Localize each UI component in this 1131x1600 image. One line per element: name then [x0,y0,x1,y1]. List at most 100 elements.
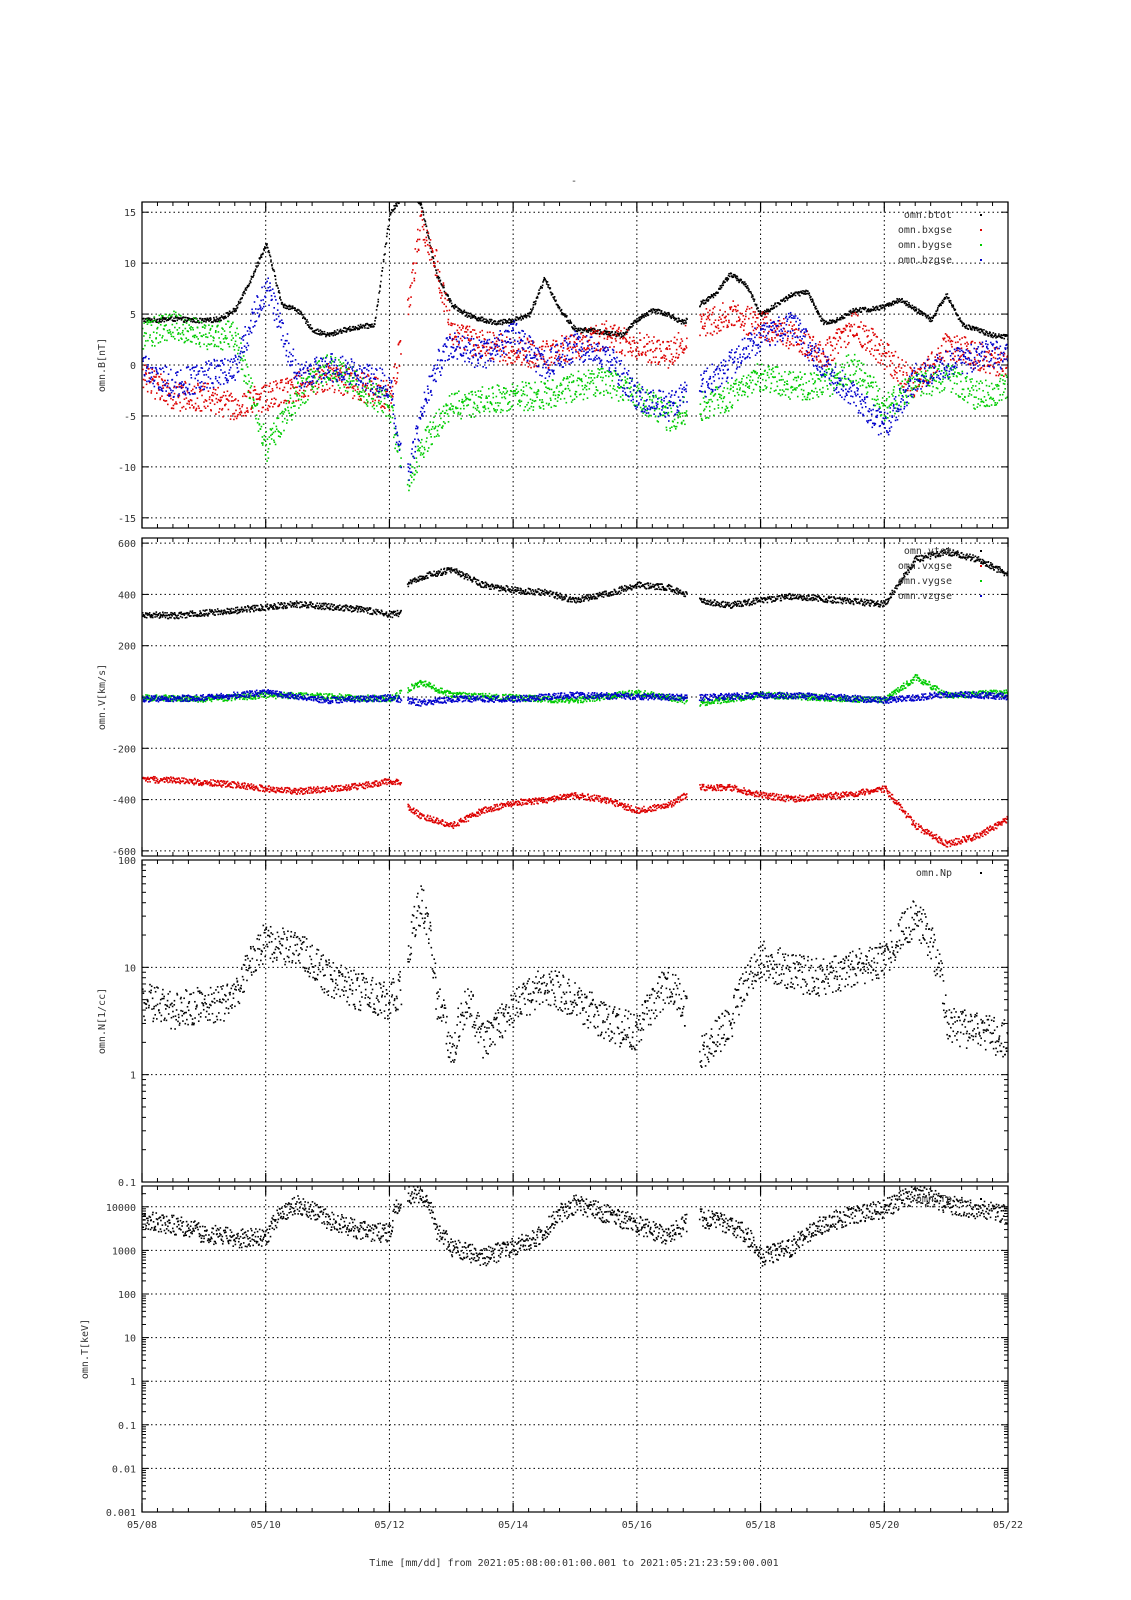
point [745,382,748,384]
point [265,384,268,387]
point [273,441,276,444]
point [959,319,962,322]
point [609,334,612,337]
point [633,342,636,344]
point [202,382,205,385]
point [991,354,993,357]
point [703,327,705,330]
point [366,400,369,403]
point [528,350,531,353]
point [296,310,298,313]
point [285,422,288,424]
point [268,251,271,254]
point [889,304,891,306]
point [984,332,987,335]
point [564,387,567,390]
point [418,202,421,205]
point [591,345,593,348]
point [414,196,416,198]
point [269,443,271,445]
point [673,425,675,427]
point [560,391,563,394]
point [938,305,941,307]
point [860,310,863,313]
point [900,367,903,369]
point [818,341,821,343]
point [415,457,418,459]
point [584,349,587,351]
point [714,294,717,297]
point [476,317,479,320]
point [531,343,534,346]
point [302,377,305,380]
point [867,310,870,313]
point [188,319,191,321]
point [818,315,821,318]
point [796,335,798,337]
point [323,330,326,333]
point [286,305,288,308]
point [814,305,817,308]
point [735,378,738,381]
point [346,368,348,371]
point [169,331,172,333]
point [765,386,768,388]
point [270,260,272,263]
point [964,327,967,329]
point [822,351,825,354]
point [700,315,703,318]
point [748,317,750,320]
point [825,359,828,361]
point [300,384,303,386]
point [897,365,900,368]
point [891,303,893,306]
point [448,309,451,312]
point [525,384,528,387]
point [357,388,359,391]
point [173,392,176,395]
point [428,237,430,240]
point [719,309,721,311]
point [897,380,899,382]
point [438,408,440,411]
point [203,401,205,403]
point [668,313,670,315]
point [644,414,647,416]
point [426,243,429,246]
point [313,330,316,332]
point [244,414,247,417]
point [595,388,598,391]
point [191,327,194,329]
point [606,338,609,340]
point [927,355,930,358]
point [315,382,318,384]
point [604,330,607,333]
point [656,309,658,311]
point [906,304,909,306]
point [860,321,862,323]
point [306,324,309,326]
point [478,410,480,413]
point [451,405,453,407]
point [800,388,803,391]
point [600,367,602,370]
point [227,313,230,316]
point [220,315,223,317]
point [258,393,261,396]
point [652,396,655,399]
point [917,311,920,313]
point [830,319,833,322]
point [743,283,745,286]
point [399,200,401,202]
point [857,309,859,312]
point [701,302,703,304]
point [313,371,316,373]
point [450,322,453,325]
point [980,366,983,369]
point [372,404,375,406]
point [451,393,453,395]
point [181,331,184,334]
point [909,366,911,369]
point [992,336,994,339]
point [576,345,578,347]
